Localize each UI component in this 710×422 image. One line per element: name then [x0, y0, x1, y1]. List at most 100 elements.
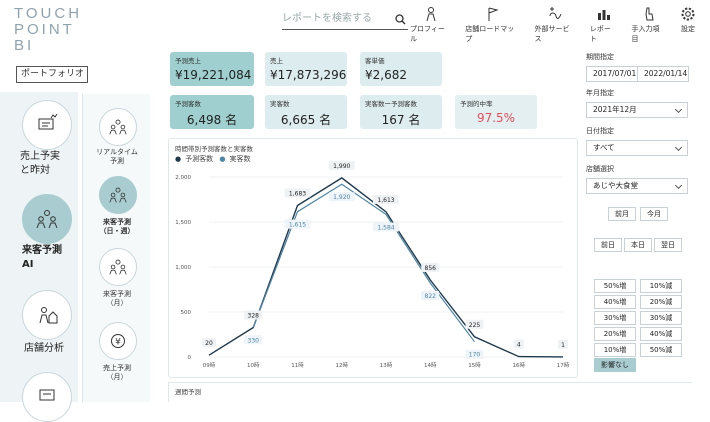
y-tick-label: 500 — [181, 310, 192, 316]
data-label-bg — [202, 338, 216, 348]
menu-visitor-forecast-label: 来客予測 AI — [22, 245, 62, 270]
data-label-actual: 822 — [425, 293, 437, 300]
nav-external-services[interactable]: 外部サービス — [534, 6, 575, 44]
date-to-input[interactable]: 2022/01/14 — [637, 66, 689, 82]
adjust-30-down[interactable]: 30%減 — [640, 311, 682, 325]
weekly-forecast-title: 週間予測 — [175, 388, 201, 396]
kpi-sales: 売上 ¥17,873,296 — [265, 52, 347, 86]
data-label-forecast: 225 — [469, 322, 481, 329]
data-label-actual: 170 — [469, 352, 481, 359]
chart-plot: 2,000 1,500 1,000 500 0 09時 10時 11時 12時 13時 14時 15時… — [175, 160, 570, 369]
hourly-chart: 時間帯別予測客数と実客数 ● 予測客数 ● 実客数 2,000 1,500 1,000 5… — [168, 138, 578, 378]
adjust-20-down[interactable]: 20%減 — [640, 295, 682, 309]
data-label-bg — [421, 291, 440, 301]
y-tick-label: 1,000 — [175, 265, 191, 271]
chat-chart-icon — [38, 114, 58, 130]
submenu-realtime[interactable] — [99, 108, 137, 146]
data-label-bg — [244, 335, 263, 345]
month-select[interactable]: 2021年12月 — [586, 102, 688, 118]
portfolio-button[interactable]: ポートフォリオ — [16, 66, 88, 83]
person-house-icon — [39, 307, 58, 324]
legend-dot-actual: ● — [219, 155, 226, 163]
no-effect-button[interactable]: 影響なし — [594, 358, 636, 372]
app-logo: TOUCH POINT BI — [14, 6, 82, 54]
menu-more[interactable] — [22, 372, 72, 422]
nav-profile[interactable]: プロフィール — [410, 6, 451, 44]
series-line-actual — [252, 183, 475, 343]
kpi-forecast-sales: 予測売上 ¥19,221,084 — [170, 52, 254, 86]
search-input[interactable] — [282, 8, 382, 29]
top-nav: プロフィール 店舗ロードマップ 外部サービス レポート 手入力項目 設定 — [410, 6, 710, 44]
prev-month-button[interactable]: 前月 — [608, 207, 636, 221]
data-label-actual: 1,584 — [377, 224, 394, 231]
series-line-forecast — [208, 177, 564, 358]
date-select[interactable]: すべて — [586, 140, 688, 156]
data-label-actual: 1,615 — [289, 222, 306, 229]
menu-visitor-forecast[interactable] — [22, 194, 72, 244]
menu-store-analysis-label: 店舗分析 — [24, 343, 64, 354]
data-label-bg — [328, 160, 355, 170]
menu-store-analysis[interactable] — [22, 290, 72, 340]
data-label-forecast: 1,990 — [333, 163, 350, 170]
adjust-30-up[interactable]: 30%増 — [594, 311, 636, 325]
y-tick-label: 1,500 — [175, 220, 191, 226]
adjust-40-down[interactable]: 40%減 — [640, 327, 682, 341]
flag-icon — [488, 7, 499, 21]
hand-pointer-icon — [645, 7, 654, 21]
store-select[interactable]: あじや大食堂 — [586, 178, 688, 194]
submenu-visitor-monthly[interactable] — [99, 248, 137, 286]
nav-store-roadmap[interactable]: 店舗ロードマップ — [465, 6, 520, 44]
date-from-input[interactable]: 2017/07/01 — [586, 66, 638, 82]
adjust-50-up[interactable]: 50%増 — [594, 279, 636, 293]
chart-legend: ● 予測客数 ● 実客数 — [175, 154, 254, 164]
data-label-bg — [465, 349, 484, 359]
adjust-20-up[interactable]: 20%増 — [594, 327, 636, 341]
submenu-realtime-label: リアルタイム 予測 — [96, 148, 138, 165]
y-tick-label: 0 — [188, 355, 192, 361]
adjust-50-down[interactable]: 50%減 — [640, 343, 682, 357]
data-label-bg — [373, 222, 399, 232]
kpi-visitor-diff: 実客数ー予測客数 167 名 — [360, 95, 442, 129]
legend-dot-forecast: ● — [175, 155, 182, 163]
search-bar — [282, 6, 408, 30]
x-tick-label: 12時 — [336, 361, 349, 369]
data-label-forecast: 1,613 — [377, 197, 394, 204]
search-icon[interactable] — [395, 10, 406, 29]
data-label-forecast: 1 — [561, 342, 565, 349]
data-label-forecast: 20 — [205, 340, 213, 347]
nav-report-label: レポート — [589, 25, 611, 43]
menu-sales-forecast[interactable] — [22, 100, 72, 150]
menu-sales-forecast-label: 売上予実 と昨対 — [20, 151, 60, 176]
bar-chart-icon — [597, 10, 610, 20]
people-group-icon — [109, 259, 127, 275]
data-label-bg — [244, 310, 263, 320]
chat-icon — [39, 389, 55, 401]
today-button[interactable]: 本日 — [624, 238, 652, 252]
submenu-sales-monthly[interactable]: ¥ — [99, 322, 137, 360]
next-day-button[interactable]: 翌日 — [654, 238, 682, 252]
nav-settings[interactable]: 設定 — [680, 6, 696, 44]
data-label-bg — [284, 188, 311, 198]
this-month-button[interactable]: 今月 — [640, 207, 668, 221]
adjust-10-down[interactable]: 10%減 — [640, 279, 682, 293]
submenu-visitor-monthly-label: 来客予測 （月） — [103, 290, 131, 307]
adjust-40-up[interactable]: 40%増 — [594, 295, 636, 309]
data-label-bg — [373, 194, 399, 204]
nav-profile-label: プロフィール — [410, 25, 445, 43]
prev-day-button[interactable]: 前日 — [594, 238, 622, 252]
nav-manual-input[interactable]: 手入力項目 — [632, 6, 667, 44]
x-tick-label: 09時 — [203, 361, 216, 369]
person-icon — [426, 7, 436, 22]
data-label-bg — [513, 339, 524, 349]
nav-report[interactable]: レポート — [590, 6, 618, 44]
submenu-visitor-daily-weekly-label: 来客予測 （日・週） — [99, 218, 135, 235]
nav-external-services-label: 外部サービス — [534, 25, 570, 43]
people-group-icon — [109, 119, 127, 135]
submenu-visitor-daily-weekly[interactable] — [99, 176, 137, 214]
x-tick-label: 13時 — [380, 361, 393, 369]
store-label: 店舗選択 — [586, 165, 614, 173]
x-tick-label: 14時 — [424, 361, 437, 369]
adjust-10-up[interactable]: 10%増 — [594, 343, 636, 357]
data-label-forecast: 4 — [517, 342, 521, 349]
data-label-forecast: 1,683 — [289, 191, 306, 198]
